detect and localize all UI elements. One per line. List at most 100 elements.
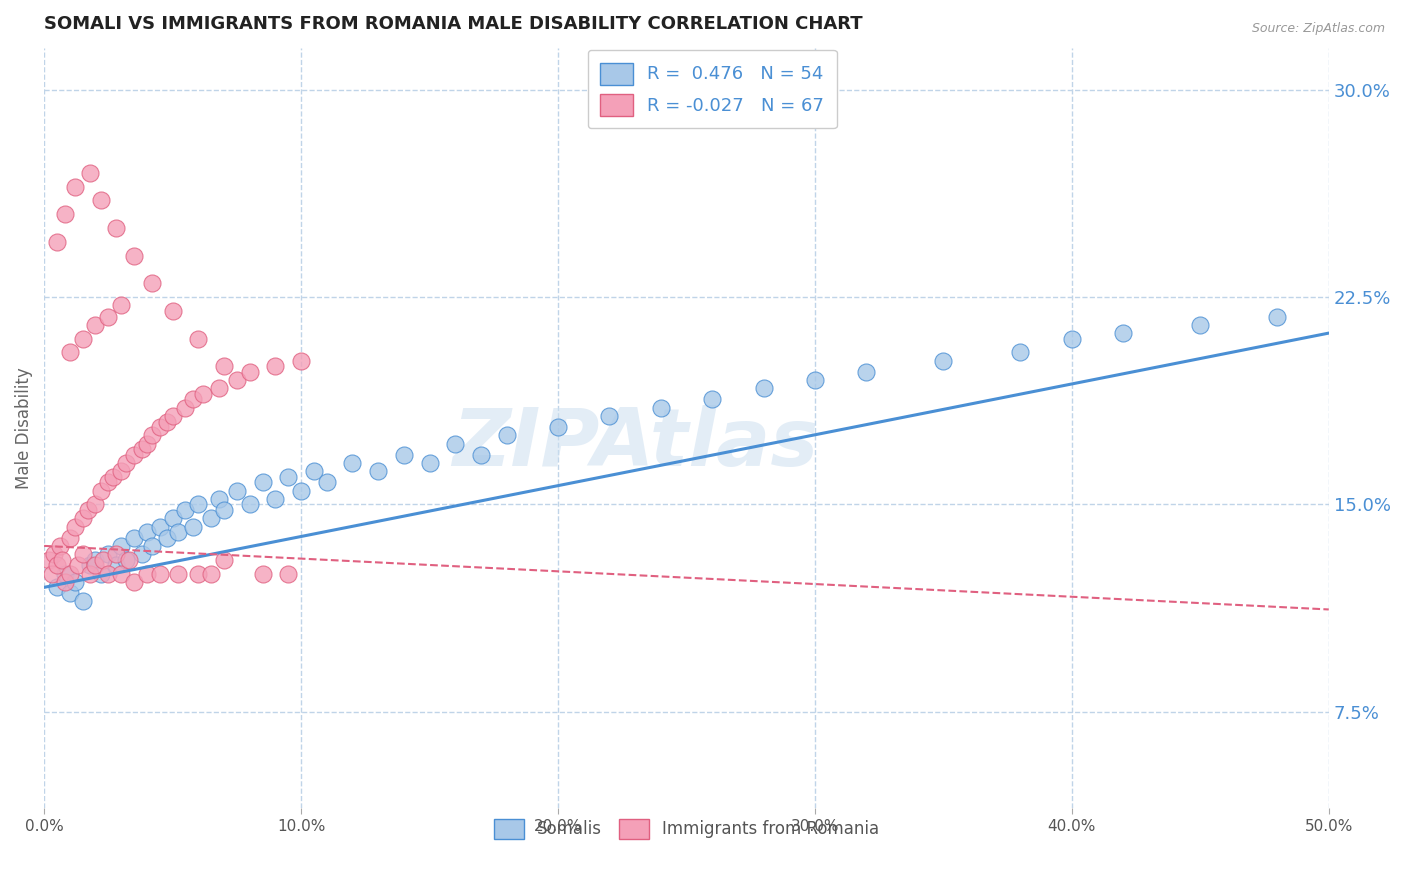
Point	[367, 464, 389, 478]
Text: SOMALI VS IMMIGRANTS FROM ROMANIA MALE DISABILITY CORRELATION CHART: SOMALI VS IMMIGRANTS FROM ROMANIA MALE D…	[44, 15, 863, 33]
Point	[1060, 332, 1083, 346]
Point	[149, 566, 172, 581]
Point	[51, 552, 73, 566]
Point	[1010, 345, 1032, 359]
Point	[1267, 310, 1289, 324]
Point	[418, 456, 440, 470]
Point	[392, 448, 415, 462]
Point	[141, 428, 163, 442]
Point	[122, 448, 145, 462]
Point	[90, 194, 112, 208]
Point	[41, 566, 63, 581]
Point	[166, 566, 188, 581]
Point	[141, 277, 163, 291]
Point	[162, 304, 184, 318]
Y-axis label: Male Disability: Male Disability	[15, 368, 32, 490]
Point	[46, 235, 69, 249]
Point	[84, 498, 107, 512]
Point	[90, 566, 112, 581]
Point	[470, 448, 492, 462]
Point	[48, 539, 70, 553]
Point	[122, 531, 145, 545]
Point	[187, 332, 209, 346]
Point	[63, 179, 86, 194]
Point	[855, 365, 877, 379]
Point	[277, 566, 299, 581]
Point	[59, 531, 82, 545]
Point	[44, 547, 66, 561]
Point	[193, 387, 215, 401]
Point	[752, 381, 775, 395]
Point	[97, 566, 120, 581]
Point	[72, 594, 94, 608]
Point	[38, 552, 60, 566]
Point	[156, 415, 179, 429]
Point	[181, 519, 204, 533]
Point	[174, 401, 197, 415]
Text: Source: ZipAtlas.com: Source: ZipAtlas.com	[1251, 22, 1385, 36]
Point	[932, 353, 955, 368]
Point	[804, 373, 827, 387]
Point	[495, 428, 517, 442]
Point	[59, 566, 82, 581]
Point	[290, 483, 312, 498]
Point	[72, 547, 94, 561]
Point	[63, 574, 86, 589]
Point	[277, 470, 299, 484]
Point	[187, 498, 209, 512]
Point	[135, 525, 157, 540]
Point	[302, 464, 325, 478]
Point	[97, 310, 120, 324]
Text: ZIPAtlas: ZIPAtlas	[451, 405, 818, 483]
Point	[141, 539, 163, 553]
Point	[156, 531, 179, 545]
Point	[149, 420, 172, 434]
Point	[212, 503, 235, 517]
Point	[118, 552, 141, 566]
Point	[72, 332, 94, 346]
Point	[200, 566, 222, 581]
Legend: Somalis, Immigrants from Romania: Somalis, Immigrants from Romania	[486, 812, 886, 846]
Point	[135, 566, 157, 581]
Point	[91, 552, 114, 566]
Point	[110, 464, 132, 478]
Point	[84, 558, 107, 573]
Point	[46, 580, 69, 594]
Point	[97, 547, 120, 561]
Point	[76, 503, 98, 517]
Point	[547, 420, 569, 434]
Point	[115, 456, 138, 470]
Point	[59, 345, 82, 359]
Point	[162, 511, 184, 525]
Point	[208, 381, 231, 395]
Point	[264, 491, 287, 506]
Point	[79, 166, 101, 180]
Point	[53, 574, 76, 589]
Point	[131, 547, 153, 561]
Point	[444, 436, 467, 450]
Point	[225, 373, 247, 387]
Point	[103, 470, 125, 484]
Point	[97, 475, 120, 490]
Point	[212, 359, 235, 374]
Point	[135, 436, 157, 450]
Point	[110, 298, 132, 312]
Point	[187, 566, 209, 581]
Point	[315, 475, 337, 490]
Point	[105, 558, 128, 573]
Point	[290, 353, 312, 368]
Point	[1189, 318, 1212, 332]
Point	[212, 552, 235, 566]
Point	[105, 221, 128, 235]
Point	[1112, 326, 1135, 340]
Point	[53, 207, 76, 221]
Point	[252, 475, 274, 490]
Point	[342, 456, 364, 470]
Point	[72, 511, 94, 525]
Point	[63, 519, 86, 533]
Point	[79, 566, 101, 581]
Point	[59, 586, 82, 600]
Point	[252, 566, 274, 581]
Point	[700, 392, 723, 407]
Point	[598, 409, 620, 423]
